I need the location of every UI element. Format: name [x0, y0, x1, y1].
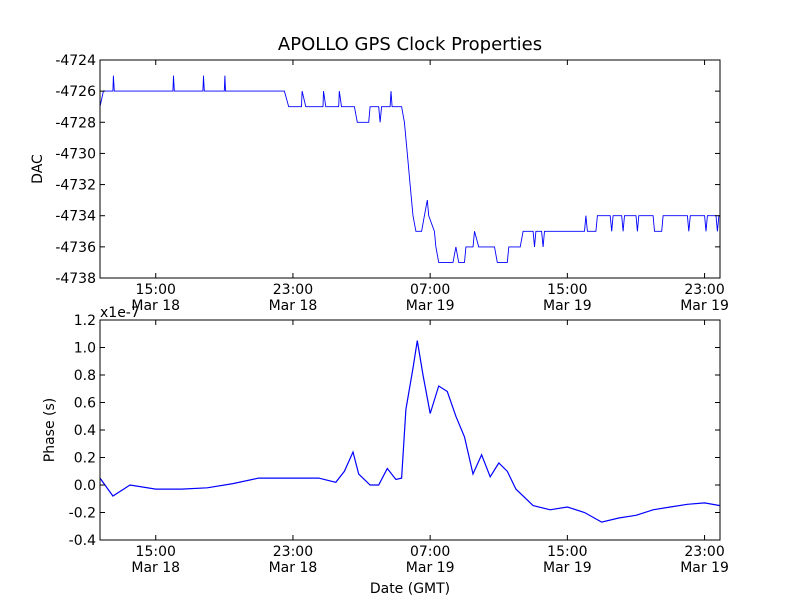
phase-y-tick-label: 0.2 — [74, 451, 96, 467]
dac-x-tick-label: 07:00 Mar 19 — [406, 282, 455, 314]
dac-x-tick-label: 15:00 Mar 19 — [543, 282, 592, 314]
phase-y-tick-label: -0.2 — [69, 506, 96, 522]
dac-axes-frame — [99, 59, 721, 279]
phase-x-tick-label: 07:00 Mar 19 — [406, 544, 455, 576]
phase-y-tick-label: 1.0 — [74, 341, 96, 357]
phase-y-tick-label: 0.4 — [74, 423, 96, 439]
phase-x-tick-label: 23:00 Mar 19 — [680, 544, 729, 576]
phase-y-tick-label: 1.2 — [74, 313, 96, 329]
phase-y-axis-label: Phase (s) — [42, 398, 58, 462]
dac-x-tick-label: 23:00 Mar 18 — [269, 282, 318, 314]
phase-y-tick-label: 0.0 — [74, 478, 96, 494]
x-axis-label: Date (GMT) — [370, 581, 450, 597]
phase-y-tick-label: 0.8 — [74, 368, 96, 384]
phase-x-tick-label: 23:00 Mar 18 — [269, 544, 318, 576]
phase-x-tick-label: 15:00 Mar 18 — [131, 544, 180, 576]
chart-title: APOLLO GPS Clock Properties — [278, 34, 542, 55]
dac-y-tick-label: -4736 — [55, 240, 96, 256]
dac-y-tick-label: -4738 — [55, 271, 96, 287]
phase-x-tick-label: 15:00 Mar 19 — [543, 544, 592, 576]
phase-axes-frame — [99, 319, 721, 541]
dac-x-tick-label: 23:00 Mar 19 — [680, 282, 729, 314]
dac-y-tick-label: -4734 — [55, 209, 96, 225]
phase-plot-area: -0.4 -0.2 0.0 0.2 0.4 0.6 0.8 1.0 1.2 15:00 Mar 18… — [42, 305, 729, 597]
dac-plot-area: -4738 -4736 -4734 -4732 -4730 -4728 -4726 -4724… — [30, 53, 729, 314]
dac-y-tick-label: -4726 — [55, 84, 96, 100]
dac-series-line — [99, 75, 720, 263]
dac-y-tick-label: -4730 — [55, 146, 96, 162]
dac-y-tick-label: -4724 — [55, 53, 96, 69]
dac-y-tick-label: -4732 — [55, 178, 96, 194]
phase-y-tick-label: -0.4 — [69, 533, 96, 549]
dac-y-axis-label: DAC — [30, 154, 46, 184]
y-offset-label: x1e-7 — [100, 305, 140, 321]
dac-y-tick-label: -4728 — [55, 115, 96, 131]
phase-series-line — [99, 340, 721, 523]
dac-x-tick-label: 15:00 Mar 18 — [131, 282, 180, 314]
phase-y-tick-label: 0.6 — [74, 396, 96, 412]
